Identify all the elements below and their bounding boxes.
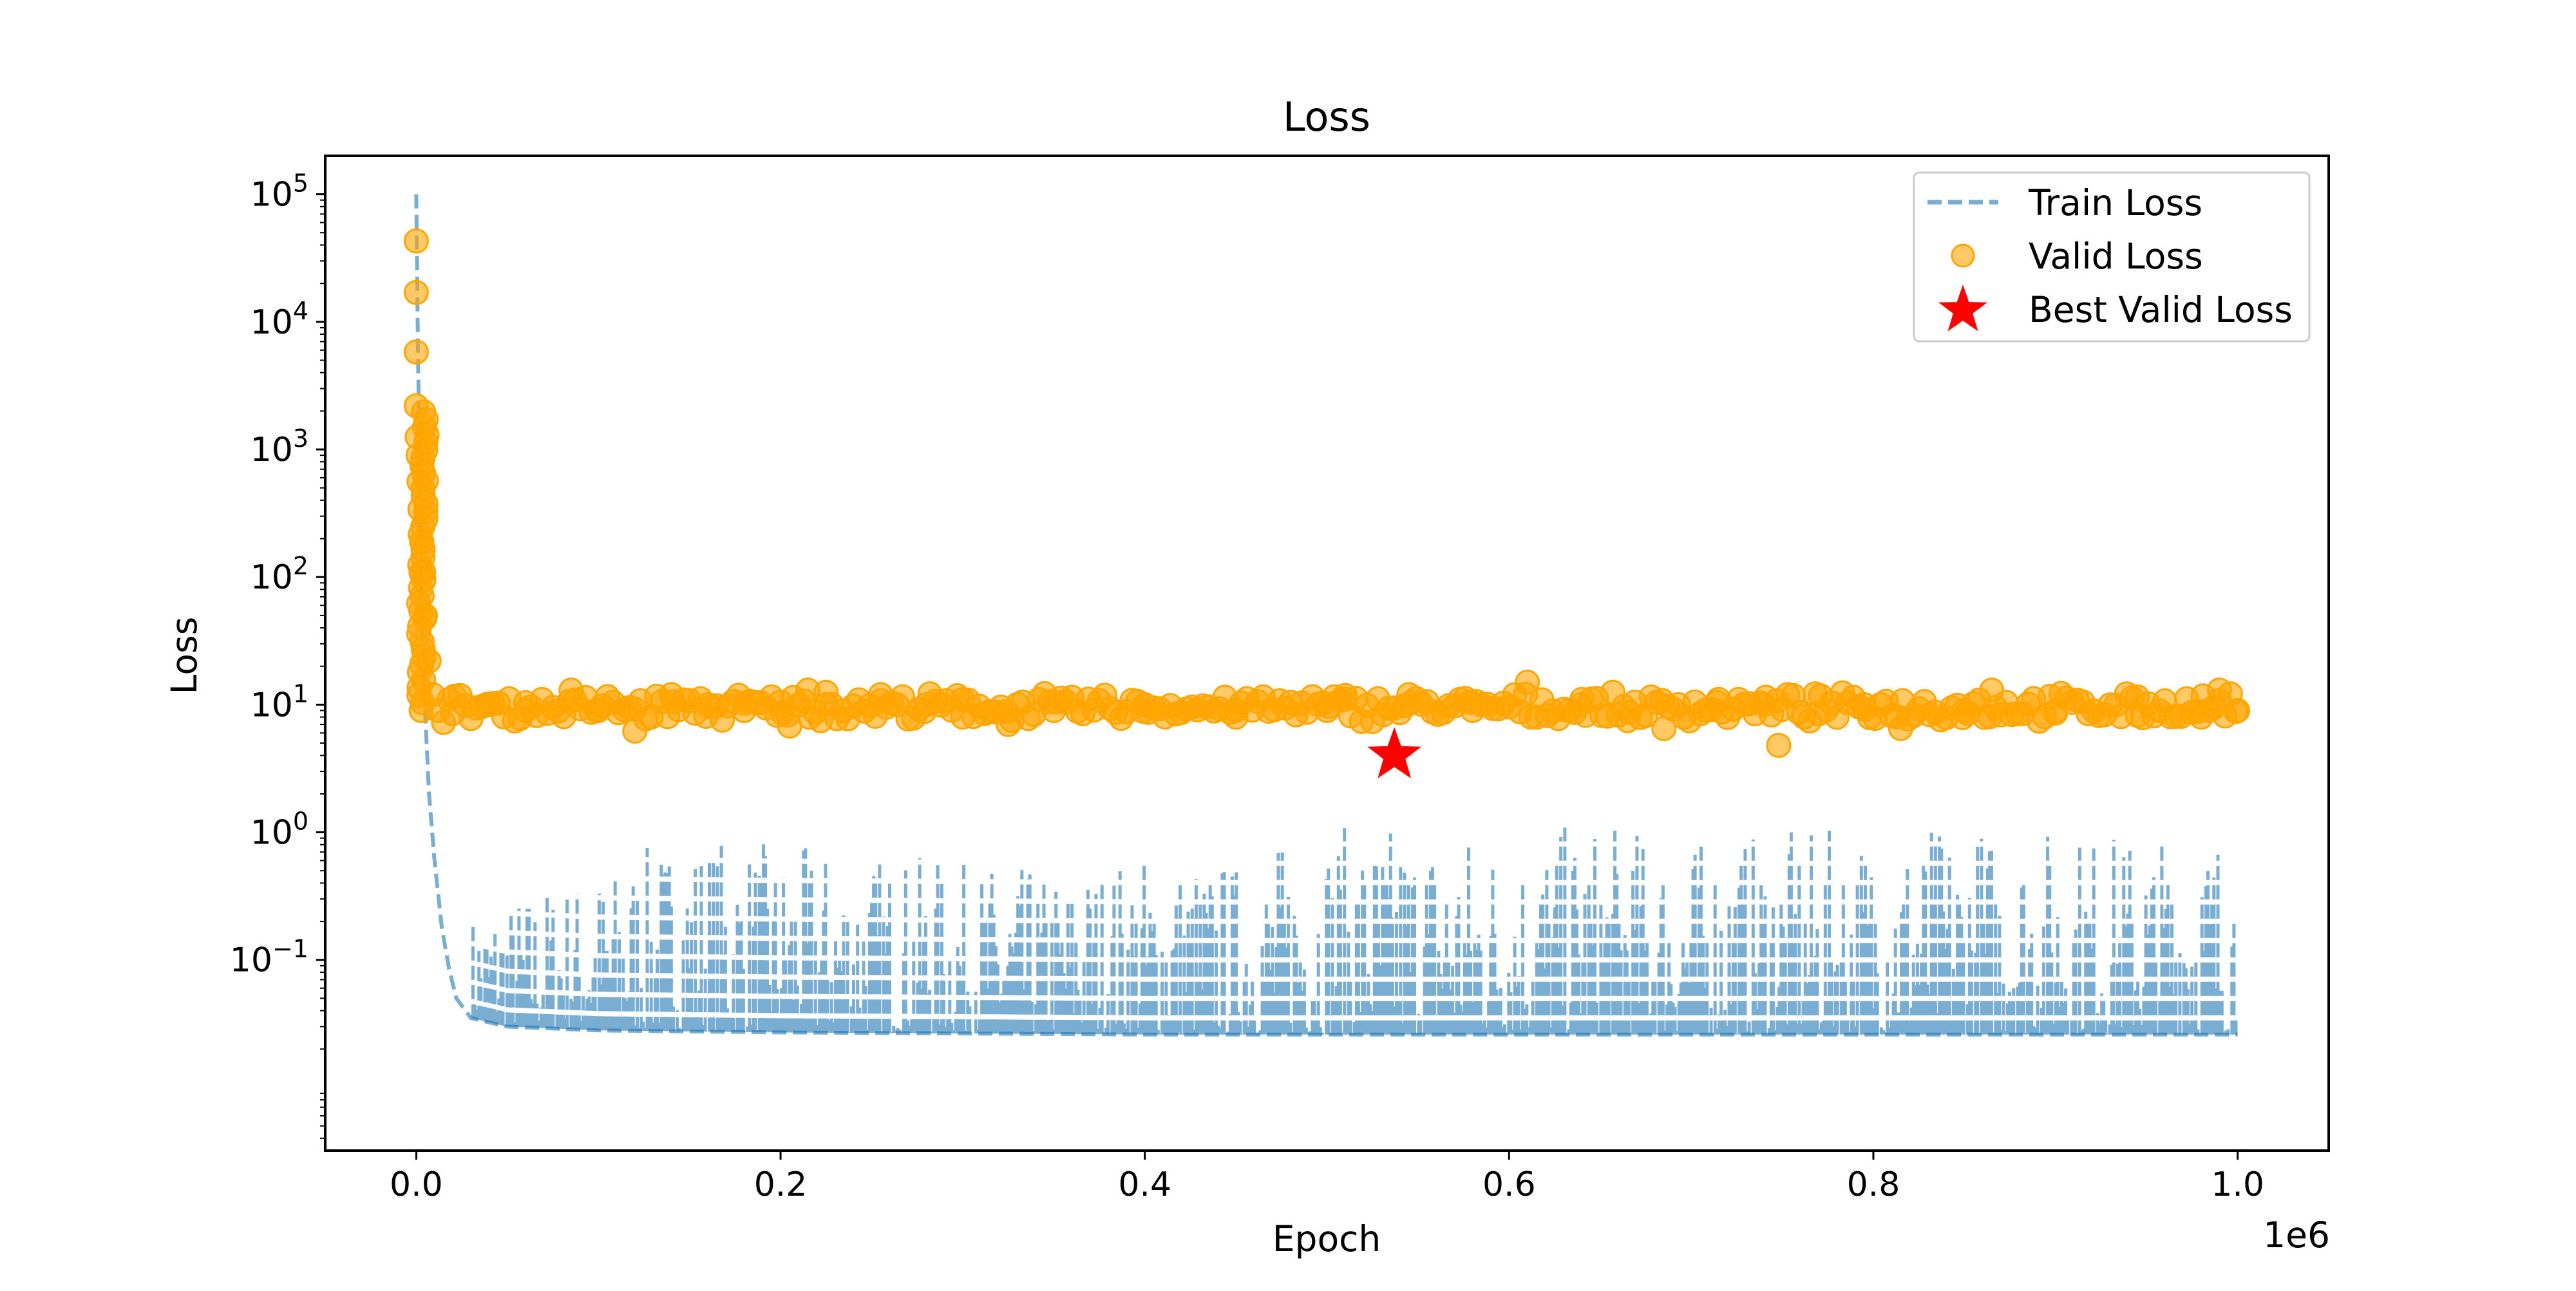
valid-loss-point (585, 698, 611, 723)
legend-train-label: Train Loss (2028, 182, 2202, 223)
y-axis-label: Loss (164, 617, 205, 695)
valid-loss-point (1515, 670, 1540, 695)
valid-loss-point (777, 713, 802, 739)
valid-loss-point (2188, 704, 2214, 730)
y-tick-label: 103 (251, 424, 308, 469)
valid-loss-point (768, 689, 793, 715)
valid-loss-point (407, 496, 433, 522)
x-tick-label: 0.2 (754, 1165, 808, 1204)
legend-valid-marker (1951, 243, 1975, 268)
best-valid-loss-star (1367, 727, 1421, 778)
valid-loss-point (1132, 692, 1158, 717)
valid-loss-point (658, 682, 684, 708)
best-valid-loss-layer (1367, 727, 1421, 778)
valid-loss-point (1314, 698, 1340, 723)
valid-loss-point (1852, 692, 1877, 717)
valid-loss-point (1751, 692, 1777, 717)
valid-loss-point (868, 682, 894, 708)
valid-loss-point (1806, 701, 1832, 726)
valid-loss-point (1951, 698, 1977, 723)
valid-loss-point (1615, 708, 1640, 733)
y-tick-label: 104 (251, 297, 308, 342)
valid-loss-point (411, 559, 437, 585)
valid-loss-point (1332, 683, 1358, 708)
valid-loss-point (406, 469, 432, 495)
y-tick-label: 10−1 (230, 935, 308, 980)
valid-loss-point (1041, 698, 1066, 723)
valid-loss-point (405, 442, 431, 468)
valid-loss-layer (403, 228, 2251, 759)
valid-loss-point (1888, 716, 1913, 741)
valid-loss-point (513, 698, 538, 723)
y-tick-label: 101 (251, 679, 308, 724)
y-axis: 105 104 103 102 101 100 10−1 (230, 169, 325, 1139)
valid-loss-point (950, 704, 976, 730)
valid-loss-point (403, 279, 429, 305)
valid-loss-point (813, 679, 839, 705)
legend: Train Loss Valid Loss Best Valid Loss (1913, 171, 2311, 343)
plot-frame (324, 155, 2330, 1152)
valid-loss-point (732, 698, 757, 723)
legend-best-label: Best Valid Loss (2029, 289, 2293, 330)
valid-loss-point (996, 711, 1021, 737)
y-tick-label: 100 (251, 807, 308, 853)
valid-loss-point (2043, 698, 2069, 723)
valid-loss-point (1706, 686, 1732, 712)
valid-loss-point (622, 719, 648, 744)
valid-loss-point (409, 529, 435, 554)
valid-loss-point (1396, 682, 1422, 708)
valid-loss-point (1223, 698, 1249, 723)
legend-best-star (1938, 285, 1987, 332)
x-axis-label: Epoch (1273, 1218, 1381, 1259)
y-tick-label: 105 (251, 169, 308, 214)
valid-loss-point (913, 692, 939, 717)
y-tick-label: 102 (251, 552, 308, 597)
legend-valid-label: Valid Loss (2029, 236, 2203, 277)
valid-loss-point (558, 677, 584, 703)
valid-loss-point (477, 692, 502, 717)
valid-loss-point (413, 603, 438, 628)
valid-loss-point (695, 692, 721, 717)
valid-loss-point (1766, 733, 1792, 759)
valid-loss-point (2125, 684, 2150, 710)
valid-loss-point (403, 393, 429, 419)
valid-loss-point (440, 701, 466, 726)
x-tick-label: 0.6 (1482, 1165, 1536, 1204)
legend-box (1913, 171, 2311, 343)
valid-loss-point (1651, 716, 1677, 741)
x-tick-label: 0.0 (390, 1165, 443, 1204)
valid-loss-point (403, 228, 429, 254)
valid-loss-point (1569, 686, 1595, 712)
x-axis: 0.0 0.2 0.4 0.6 0.8 1.0 (390, 1151, 2264, 1204)
chart-title: Loss (1283, 93, 1370, 140)
x-tick-label: 1.0 (2211, 1165, 2264, 1204)
x-axis-offset-label: 1e6 (2263, 1214, 2330, 1256)
x-tick-label: 0.8 (1847, 1165, 1900, 1204)
valid-loss-point (2206, 677, 2232, 703)
valid-loss-point (403, 339, 429, 365)
valid-loss-point (1979, 677, 2005, 703)
valid-loss-point (1460, 698, 1486, 723)
valid-loss-point (416, 648, 442, 674)
x-tick-label: 0.4 (1118, 1165, 1171, 1204)
valid-loss-point (2225, 698, 2251, 723)
